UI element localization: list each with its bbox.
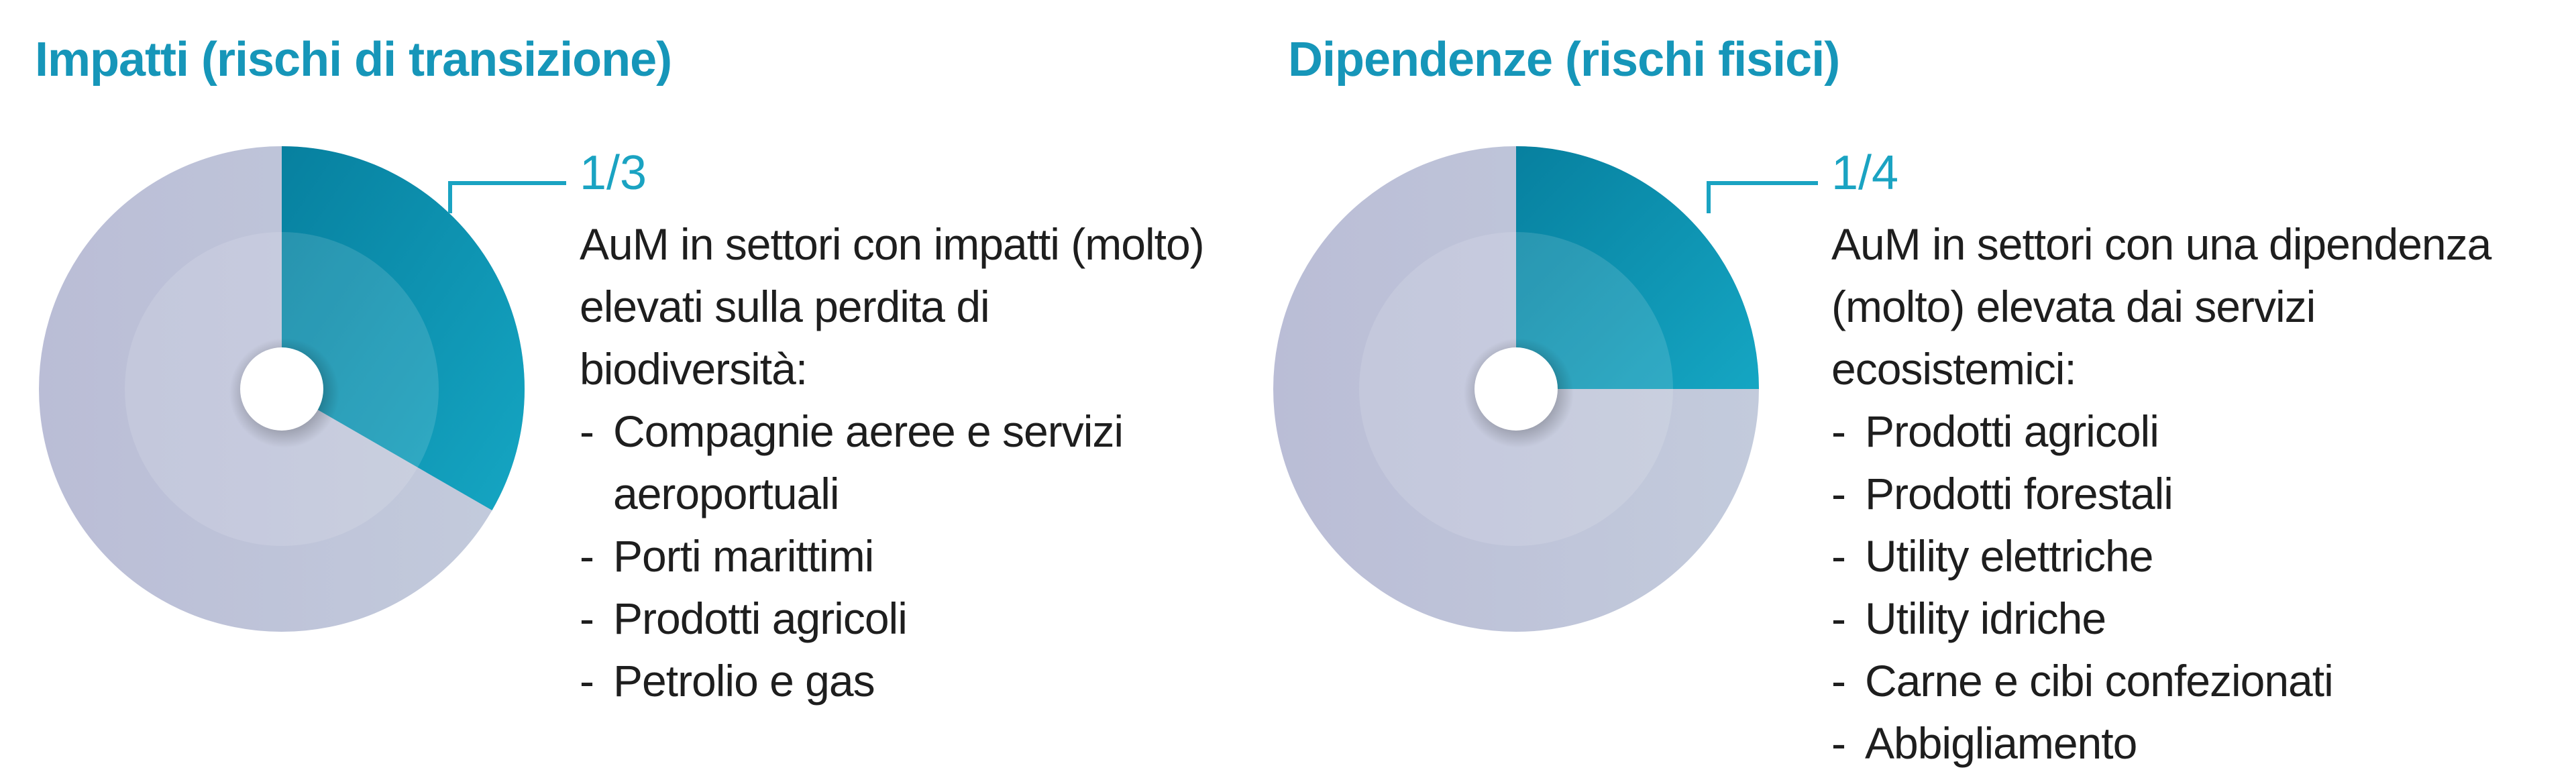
center-hole (240, 347, 323, 431)
list-item: Compagnie aeree e servizi aeroportuali (580, 400, 1210, 525)
leader-line-vertical (448, 181, 452, 213)
list-item: Petrolio e gas (580, 650, 1210, 712)
description-text: AuM in settori con impatti (molto) eleva… (580, 219, 1205, 394)
ratio-label: 1/4 (1831, 146, 1899, 200)
pie-slice-highlight (282, 146, 525, 510)
pie-chart (39, 146, 525, 632)
dipendenze-panel: Dipendenze (rischi fisici) 1/4 AuM in se… (1248, 0, 2576, 782)
description-text: AuM in settori con una dipendenza (molto… (1831, 219, 2491, 394)
list-item: Prodotti agricoli (580, 588, 1210, 650)
leader-line-vertical (1707, 181, 1711, 213)
impatti-panel: Impatti (rischi di transizione) 1/3 AuM … (0, 0, 1248, 782)
leader-line-horizontal (1707, 181, 1818, 185)
description-block: AuM in settori con una dipendenza (molto… (1831, 213, 2556, 775)
panel-title: Dipendenze (rischi fisici) (1288, 33, 1840, 87)
list-item: Utility elettriche (1831, 525, 2556, 588)
list-item: Porti marittimi (580, 525, 1210, 588)
center-hole (1474, 347, 1558, 431)
sector-list: Prodotti agricoliProdotti forestaliUtili… (1831, 400, 2556, 775)
list-item: Prodotti forestali (1831, 463, 2556, 525)
pie-chart (1273, 146, 1759, 632)
panel-title: Impatti (rischi di transizione) (35, 33, 672, 87)
sector-list: Compagnie aeree e servizi aeroportualiPo… (580, 400, 1210, 712)
list-item: Abbigliamento (1831, 712, 2556, 775)
description-block: AuM in settori con impatti (molto) eleva… (580, 213, 1210, 712)
list-item: Utility idriche (1831, 588, 2556, 650)
list-item: Prodotti agricoli (1831, 400, 2556, 463)
list-item: Carne e cibi confezionati (1831, 650, 2556, 712)
ratio-label: 1/3 (580, 146, 647, 200)
leader-line-horizontal (448, 181, 566, 185)
pie-slice-highlight (1516, 146, 1759, 389)
